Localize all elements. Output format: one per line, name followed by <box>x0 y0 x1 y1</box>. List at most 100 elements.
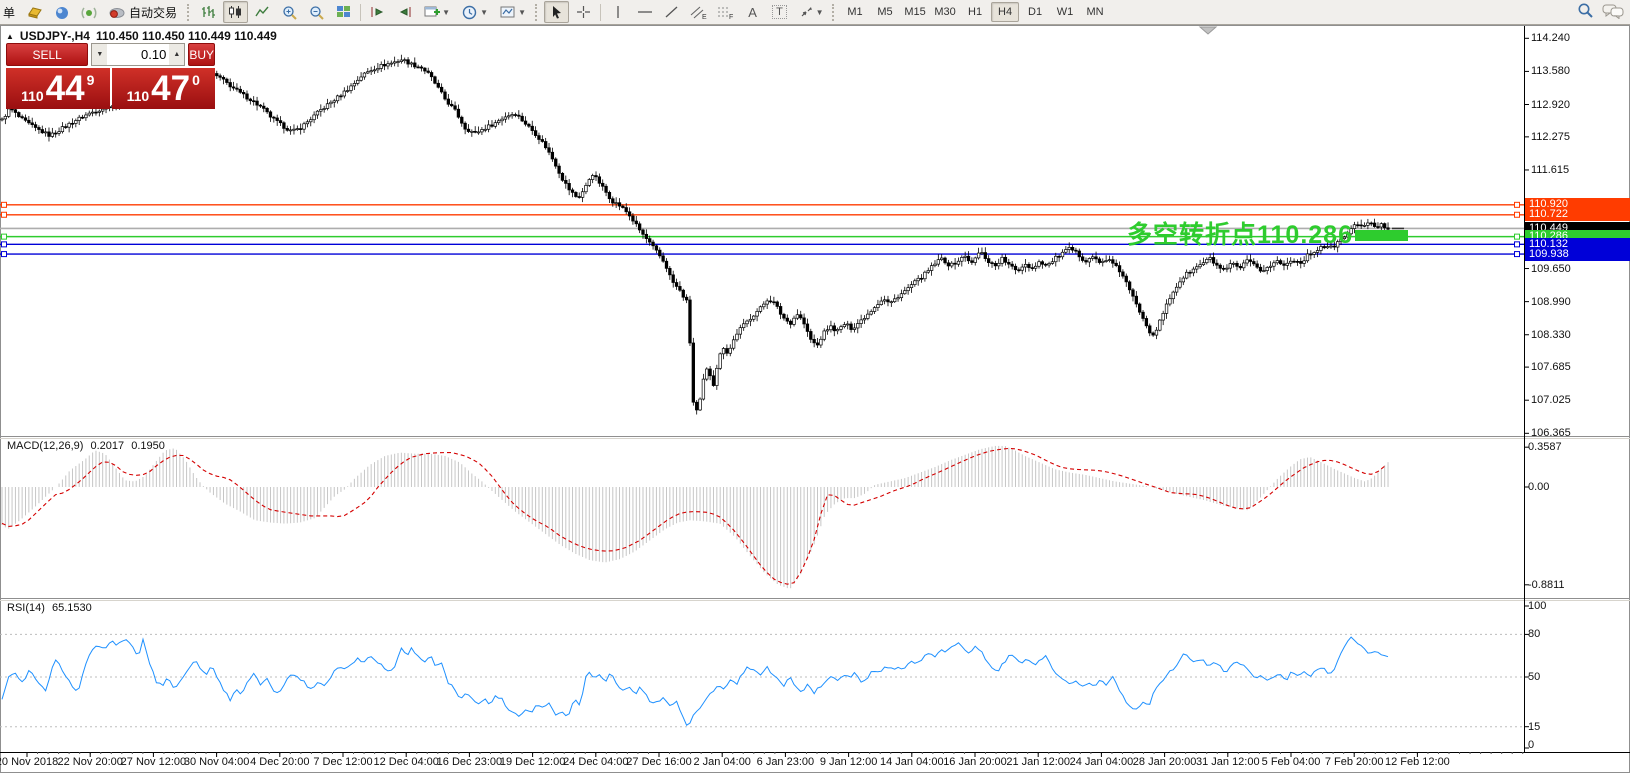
buy-price-box[interactable]: 110 47 0 <box>111 68 215 109</box>
rsi-axis-label: 0 <box>1528 739 1535 751</box>
arrows-dropdown[interactable]: ▼ <box>794 1 828 23</box>
new-order-label[interactable]: 单 <box>3 5 16 20</box>
volume-input[interactable] <box>107 44 170 65</box>
timeframe-button-MN[interactable]: MN <box>1086 6 1104 18</box>
timeframe-button-M5[interactable]: M5 <box>877 6 893 18</box>
community-icon[interactable] <box>49 1 74 23</box>
bar-chart-icon[interactable] <box>196 1 221 23</box>
buy-price-prefix: 110 <box>126 88 150 104</box>
autotrade-label: 自动交易 <box>129 5 178 20</box>
price-tick-label: 107.025 <box>1531 394 1571 407</box>
time-axis-label: 6 Jan 23:00 <box>756 756 815 768</box>
cursor-button[interactable] <box>544 1 570 23</box>
sell-button[interactable]: SELL <box>6 43 89 66</box>
sell-price-box[interactable]: 110 44 9 <box>6 68 110 109</box>
rsi-header: RSI(14) 65.1530 <box>7 602 92 614</box>
deposit-icon[interactable] <box>22 1 47 23</box>
svg-text:F: F <box>729 14 733 20</box>
auto-scroll-icon[interactable] <box>392 1 417 23</box>
toolbar: 单 自动交易 <box>0 0 1630 25</box>
text-label-tool-button[interactable]: T <box>767 1 792 23</box>
vertical-line-button[interactable] <box>605 1 630 23</box>
zoom-in-icon[interactable] <box>277 1 302 23</box>
buy-price-main: 47 <box>151 68 191 108</box>
time-axis-label: 14 Jan 04:00 <box>879 756 944 768</box>
crosshair-button[interactable] <box>571 1 596 23</box>
rsi-axis-label: 50 <box>1528 671 1541 683</box>
chat-icon[interactable] <box>1602 3 1624 19</box>
timeframe-button-H4[interactable]: H4 <box>991 2 1020 22</box>
time-axis-label: 12 Dec 04:00 <box>373 756 439 768</box>
time-axis-label: 7 Dec 12:00 <box>313 756 373 768</box>
macd-axis-label: 0.00 <box>1528 481 1550 493</box>
zoom-out-icon[interactable] <box>304 1 329 23</box>
time-axis-label: 24 Dec 04:00 <box>563 756 629 768</box>
sell-price-main: 44 <box>45 68 85 108</box>
volume-up-button[interactable]: ▲ <box>169 43 186 66</box>
horizontal-line-button[interactable] <box>632 1 657 23</box>
pivot-annotation[interactable]: 多空转折点110.286 <box>1127 221 1353 249</box>
time-axis-label: 16 Jan 20:00 <box>943 756 1007 768</box>
rsi-axis-label: 80 <box>1528 628 1541 641</box>
fibonacci-button[interactable]: F <box>713 1 738 23</box>
one-click-trading-panel: SELL ▼ ▲ BUY 110 44 9 110 47 0 <box>6 43 215 109</box>
price-tick-label: 113.580 <box>1531 65 1570 78</box>
time-axis-label: 4 Dec 20:00 <box>250 756 310 768</box>
timeframe-group: M1 M5 M15 M30 H1 H4 D1 W1 MN <box>840 2 1110 22</box>
equidistant-channel-button[interactable]: E <box>686 1 711 23</box>
ohlc-values: 110.450 110.450 110.449 110.449 <box>95 29 277 43</box>
volume-down-button[interactable]: ▼ <box>91 43 108 66</box>
price-tick-label: 112.275 <box>1531 130 1570 143</box>
timeframe-button-H1[interactable]: H1 <box>968 6 983 18</box>
toolbar-separator <box>600 3 602 21</box>
time-axis-label: 31 Jan 12:00 <box>1195 756 1260 768</box>
chart-title: ▲ USDJPY-,H4 110.450 110.450 110.449 110… <box>6 29 277 43</box>
time-axis-label: 24 Jan 04:00 <box>1069 756 1134 768</box>
price-tick-label: 108.990 <box>1531 295 1571 308</box>
sell-price-pip: 9 <box>86 72 95 88</box>
candlestick-chart-icon[interactable] <box>223 1 249 23</box>
time-axis-label: 16 Dec 23:00 <box>436 756 503 768</box>
toolbar-grip <box>187 3 192 21</box>
timeframe-button-W1[interactable]: W1 <box>1056 6 1074 18</box>
rsi-axis-label: 15 <box>1528 720 1541 733</box>
line-chart-icon[interactable] <box>250 1 275 23</box>
templates-dropdown[interactable]: ▼ <box>495 1 531 23</box>
macd-axis-label: -0.8811 <box>1528 578 1565 591</box>
timeframe-button-M1[interactable]: M1 <box>847 6 863 18</box>
price-tag: 109.938 <box>1525 247 1630 261</box>
symbol-period-label: USDJPY-,H4 <box>19 29 90 43</box>
time-axis-label: 27 Dec 16:00 <box>626 756 692 768</box>
toolbar-grip <box>832 3 837 21</box>
trendline-button[interactable] <box>659 1 684 23</box>
macd-header: MACD(12,26,9) 0.2017 0.1950 <box>7 440 165 452</box>
time-axis-label: 12 Feb 12:00 <box>1384 756 1450 768</box>
price-tick-label: 112.920 <box>1531 98 1570 111</box>
timeframe-button-M30[interactable]: M30 <box>934 6 956 18</box>
search-icon[interactable] <box>1577 2 1594 19</box>
signals-icon[interactable] <box>76 1 101 23</box>
time-axis-label: 7 Feb 20:00 <box>1324 756 1384 768</box>
time-axis-label: 30 Nov 04:00 <box>183 756 250 768</box>
sell-price-prefix: 110 <box>21 88 44 104</box>
price-tag: 110.920 <box>1525 198 1630 212</box>
periods-dropdown[interactable]: ▼ <box>457 1 493 23</box>
rsi-axis-label: 100 <box>1528 600 1547 612</box>
timeframe-button-D1[interactable]: D1 <box>1028 6 1043 18</box>
price-tick-label: 108.330 <box>1531 328 1571 341</box>
timeframe-button-M15[interactable]: M15 <box>904 6 926 18</box>
time-axis-label: 21 Jan 12:00 <box>1006 756 1070 768</box>
time-axis-label: 20 Nov 2018 <box>0 756 59 768</box>
chart-shift-icon[interactable] <box>365 1 390 23</box>
buy-button[interactable]: BUY <box>188 43 215 66</box>
toolbar-separator <box>360 3 362 21</box>
macd-axis-label: 0.3587 <box>1528 441 1562 454</box>
collapse-panel-icon[interactable]: ▲ <box>6 31 14 41</box>
buy-price-pip: 0 <box>192 72 200 88</box>
autotrade-button[interactable]: 自动交易 <box>103 1 183 23</box>
new-chart-dropdown[interactable]: ▼ <box>419 1 455 23</box>
text-tool-button[interactable]: A <box>748 4 757 20</box>
tile-windows-icon[interactable] <box>331 1 356 23</box>
